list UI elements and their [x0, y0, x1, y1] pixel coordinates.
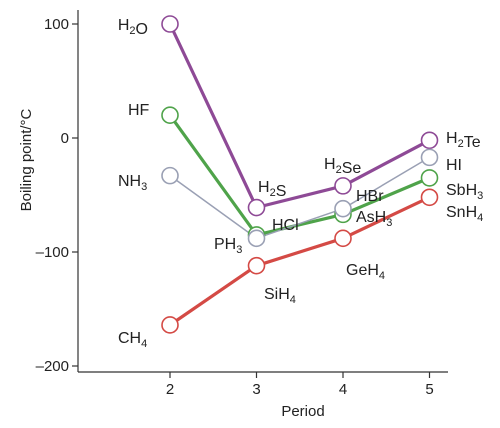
series-line-group-15 [169, 156, 430, 240]
data-point-nh3 [161, 166, 179, 185]
data-point-hf [161, 106, 179, 124]
label-sbh3: SbH3 [446, 182, 483, 202]
label-ph3: PH3 [214, 236, 242, 256]
y-tick-label: –100 [36, 244, 69, 261]
y-tick-label: –200 [36, 358, 69, 375]
x-tick-label: 3 [252, 381, 260, 398]
label-hbr: HBr [356, 188, 384, 205]
x-tick-label: 5 [425, 381, 433, 398]
data-point-sbh3 [420, 148, 439, 167]
label-hi: HI [446, 157, 462, 174]
x-tick-label: 4 [339, 381, 347, 398]
data-point-h2o [161, 15, 179, 33]
data-point-h2s [247, 198, 266, 217]
data-point-ph3 [247, 229, 266, 248]
label-geh4: GeH4 [346, 262, 385, 282]
data-point-sih4 [247, 256, 266, 275]
data-point-h2te [420, 131, 439, 150]
label-hcl: HCl [272, 217, 299, 234]
label-nh3: NH3 [118, 173, 147, 193]
series-lines [168, 23, 431, 327]
series-points [161, 15, 439, 334]
data-point-hi [420, 169, 439, 187]
label-hf: HF [128, 102, 150, 119]
x-tick-label: 2 [166, 381, 174, 398]
axes: 100 0 –100 –200 2 3 4 5 [36, 10, 448, 398]
series-line-group-14 [169, 195, 431, 327]
label-snh4: SnH4 [446, 204, 483, 224]
data-point-h2se [334, 177, 352, 195]
x-axis-title: Period [281, 403, 324, 420]
label-ash3: AsH3 [356, 209, 392, 229]
data-point-snh4 [420, 188, 439, 207]
label-h2o: H2O [118, 17, 148, 38]
series-line-group-17 [168, 114, 431, 237]
y-tick-label: 100 [44, 16, 69, 33]
label-h2s: H2S [258, 179, 286, 200]
label-sih4: SiH4 [264, 286, 296, 306]
label-ch4: CH4 [118, 330, 147, 350]
label-h2se: H2Se [324, 156, 361, 177]
label-h2te: H2Te [446, 130, 481, 151]
point-labels: H2O H2S H2Se H2Te HF HCl HBr HI NH3 PH3 AsH3 SbH3 CH… [118, 17, 483, 350]
data-point-ash3 [334, 199, 352, 218]
data-point-ch4 [161, 316, 179, 334]
y-tick-label: 0 [61, 130, 69, 147]
data-point-geh4 [334, 229, 352, 248]
series-line-group-16 [168, 23, 431, 210]
y-axis-title: Boiling point/°C [18, 108, 35, 211]
